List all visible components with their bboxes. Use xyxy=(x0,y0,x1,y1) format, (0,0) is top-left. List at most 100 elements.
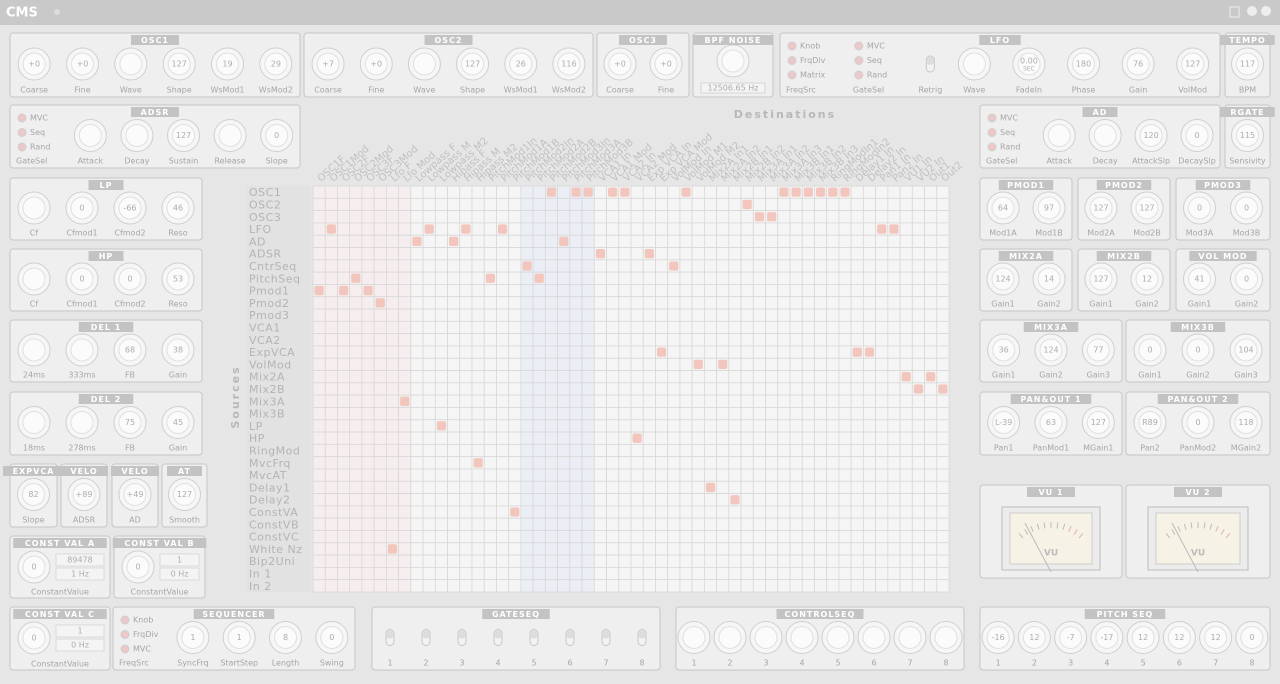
matrix-cell[interactable] xyxy=(728,284,742,298)
matrix-cell[interactable] xyxy=(581,259,595,273)
matrix-cell[interactable] xyxy=(716,394,730,408)
matrix-cell[interactable] xyxy=(924,579,938,593)
matrix-cell[interactable] xyxy=(814,284,828,298)
matrix-cell[interactable] xyxy=(496,517,510,531)
matrix-cell[interactable] xyxy=(410,308,424,322)
matrix-cell[interactable] xyxy=(520,234,534,248)
matrix-cell[interactable] xyxy=(924,197,938,212)
matrix-connection[interactable] xyxy=(400,396,410,406)
matrix-cell[interactable] xyxy=(679,407,693,421)
matrix-cell[interactable] xyxy=(924,554,938,568)
matrix-cell[interactable] xyxy=(593,259,607,273)
matrix-cell[interactable] xyxy=(532,333,546,347)
matrix-cell[interactable] xyxy=(924,382,938,396)
matrix-cell[interactable] xyxy=(911,530,925,544)
matrix-cell[interactable] xyxy=(642,542,656,556)
matrix-cell[interactable] xyxy=(422,185,436,199)
matrix-cell[interactable] xyxy=(337,382,351,396)
matrix-cell[interactable] xyxy=(324,554,338,568)
matrix-cell[interactable] xyxy=(703,185,718,199)
matrix-cell[interactable] xyxy=(875,320,889,335)
matrix-cell[interactable] xyxy=(385,284,400,298)
matrix-cell[interactable] xyxy=(740,234,754,248)
matrix-cell[interactable] xyxy=(655,407,669,421)
matrix-cell[interactable] xyxy=(777,308,791,322)
matrix-cell[interactable] xyxy=(593,382,607,396)
matrix-cell[interactable] xyxy=(838,517,852,531)
matrix-cell[interactable] xyxy=(838,382,852,396)
matrix-cell[interactable] xyxy=(618,530,632,544)
matrix-cell[interactable] xyxy=(777,284,791,298)
matrix-cell[interactable] xyxy=(471,517,485,531)
matrix-cell[interactable] xyxy=(679,271,693,285)
matrix-cell[interactable] xyxy=(606,247,620,261)
matrix-cell[interactable] xyxy=(385,468,400,482)
matrix-cell[interactable] xyxy=(581,222,595,236)
matrix-cell[interactable] xyxy=(765,566,779,581)
matrix-cell[interactable] xyxy=(544,234,559,248)
matrix-cell[interactable] xyxy=(936,419,950,433)
matrix-cell[interactable] xyxy=(703,419,718,433)
matrix-cell[interactable] xyxy=(679,234,693,248)
matrix-cell[interactable] xyxy=(936,197,950,212)
matrix-cell[interactable] xyxy=(312,493,326,507)
matrix-cell[interactable] xyxy=(655,382,669,396)
matrix-cell[interactable] xyxy=(703,357,718,371)
matrix-cell[interactable] xyxy=(814,210,828,224)
matrix-cell[interactable] xyxy=(520,382,534,396)
matrix-cell[interactable] xyxy=(716,579,730,593)
matrix-cell[interactable] xyxy=(337,468,351,482)
matrix-cell[interactable] xyxy=(581,505,595,519)
matrix-cell[interactable] xyxy=(349,517,363,531)
matrix-cell[interactable] xyxy=(838,345,852,359)
matrix-cell[interactable] xyxy=(850,480,864,494)
matrix-cell[interactable] xyxy=(459,493,473,507)
matrix-connection[interactable] xyxy=(510,507,520,517)
matrix-cell[interactable] xyxy=(814,542,828,556)
matrix-cell[interactable] xyxy=(936,345,950,359)
matrix-cell[interactable] xyxy=(765,505,779,519)
matrix-cell[interactable] xyxy=(667,185,681,199)
matrix-cell[interactable] xyxy=(606,345,620,359)
matrix-cell[interactable] xyxy=(422,505,436,519)
matrix-cell[interactable] xyxy=(887,320,901,335)
matrix-cell[interactable] xyxy=(349,308,363,322)
matrix-cell[interactable] xyxy=(936,185,950,199)
matrix-cell[interactable] xyxy=(544,370,559,384)
matrix-cell[interactable] xyxy=(814,296,828,310)
matrix-cell[interactable] xyxy=(630,370,644,384)
matrix-cell[interactable] xyxy=(373,333,387,347)
matrix-cell[interactable] xyxy=(691,480,705,494)
matrix-cell[interactable] xyxy=(936,370,950,384)
matrix-cell[interactable] xyxy=(606,579,620,593)
matrix-cell[interactable] xyxy=(373,456,387,470)
matrix-cell[interactable] xyxy=(385,530,400,544)
matrix-cell[interactable] xyxy=(410,247,424,261)
matrix-cell[interactable] xyxy=(740,493,754,507)
matrix-cell[interactable] xyxy=(642,468,656,482)
matrix-cell[interactable] xyxy=(667,566,681,581)
matrix-cell[interactable] xyxy=(361,333,375,347)
matrix-cell[interactable] xyxy=(569,296,583,310)
matrix-cell[interactable] xyxy=(924,185,938,199)
matrix-cell[interactable] xyxy=(679,456,693,470)
matrix-cell[interactable] xyxy=(569,247,583,261)
matrix-cell[interactable] xyxy=(385,443,400,458)
matrix-cell[interactable] xyxy=(850,234,864,248)
matrix-cell[interactable] xyxy=(618,210,632,224)
matrix-cell[interactable] xyxy=(728,419,742,433)
matrix-cell[interactable] xyxy=(483,431,497,445)
matrix-cell[interactable] xyxy=(398,320,412,335)
matrix-connection[interactable] xyxy=(608,187,618,197)
matrix-cell[interactable] xyxy=(850,382,864,396)
matrix-cell[interactable] xyxy=(434,554,448,568)
matrix-cell[interactable] xyxy=(814,517,828,531)
matrix-cell[interactable] xyxy=(875,394,889,408)
matrix-cell[interactable] xyxy=(434,505,448,519)
matrix-cell[interactable] xyxy=(777,296,791,310)
matrix-cell[interactable] xyxy=(422,566,436,581)
matrix-cell[interactable] xyxy=(691,345,705,359)
matrix-cell[interactable] xyxy=(312,394,326,408)
matrix-cell[interactable] xyxy=(838,284,852,298)
matrix-cell[interactable] xyxy=(337,505,351,519)
